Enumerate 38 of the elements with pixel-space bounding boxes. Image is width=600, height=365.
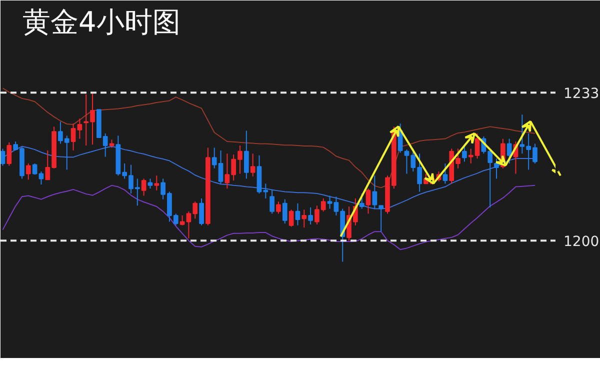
candlestick: [327, 195, 332, 210]
candlestick: [488, 148, 493, 208]
candlestick: [308, 206, 313, 225]
candlestick: [77, 118, 82, 140]
candlestick: [288, 209, 294, 228]
candlestick: [276, 201, 281, 214]
candlestick: [141, 178, 146, 196]
candlestick: [26, 162, 31, 180]
y-tick-label: 1233: [564, 86, 600, 102]
candlestick: [270, 188, 274, 214]
candlestick: [359, 193, 364, 210]
candlestick: [6, 142, 12, 166]
candlestick: [462, 145, 467, 162]
candlestick: [70, 123, 76, 151]
candlestick: [506, 138, 512, 164]
line-series: [2, 184, 536, 250]
candlestick: [366, 188, 371, 214]
candlestick: [192, 201, 198, 220]
candlestick: [250, 153, 256, 177]
candlestick: [148, 178, 153, 190]
candlestick: [154, 175, 160, 191]
candlestick: [199, 198, 204, 226]
line-series: [2, 88, 536, 188]
candlestick: [186, 210, 192, 239]
candlestick: [180, 214, 185, 226]
candlestick: [282, 198, 288, 224]
y-tick-label: 1200: [564, 234, 600, 250]
candlestick: [520, 114, 525, 154]
candlestick: [244, 130, 249, 180]
candlestick: [442, 162, 448, 184]
candlestick: [302, 209, 307, 228]
chart-title: 黄金4小时图: [22, 6, 180, 38]
candlestick: [295, 202, 300, 226]
candlestick: [0, 148, 6, 166]
candlestick: [372, 175, 378, 210]
candlestick: [494, 158, 499, 180]
candlestick: [224, 153, 230, 190]
candlestick: [378, 205, 384, 232]
